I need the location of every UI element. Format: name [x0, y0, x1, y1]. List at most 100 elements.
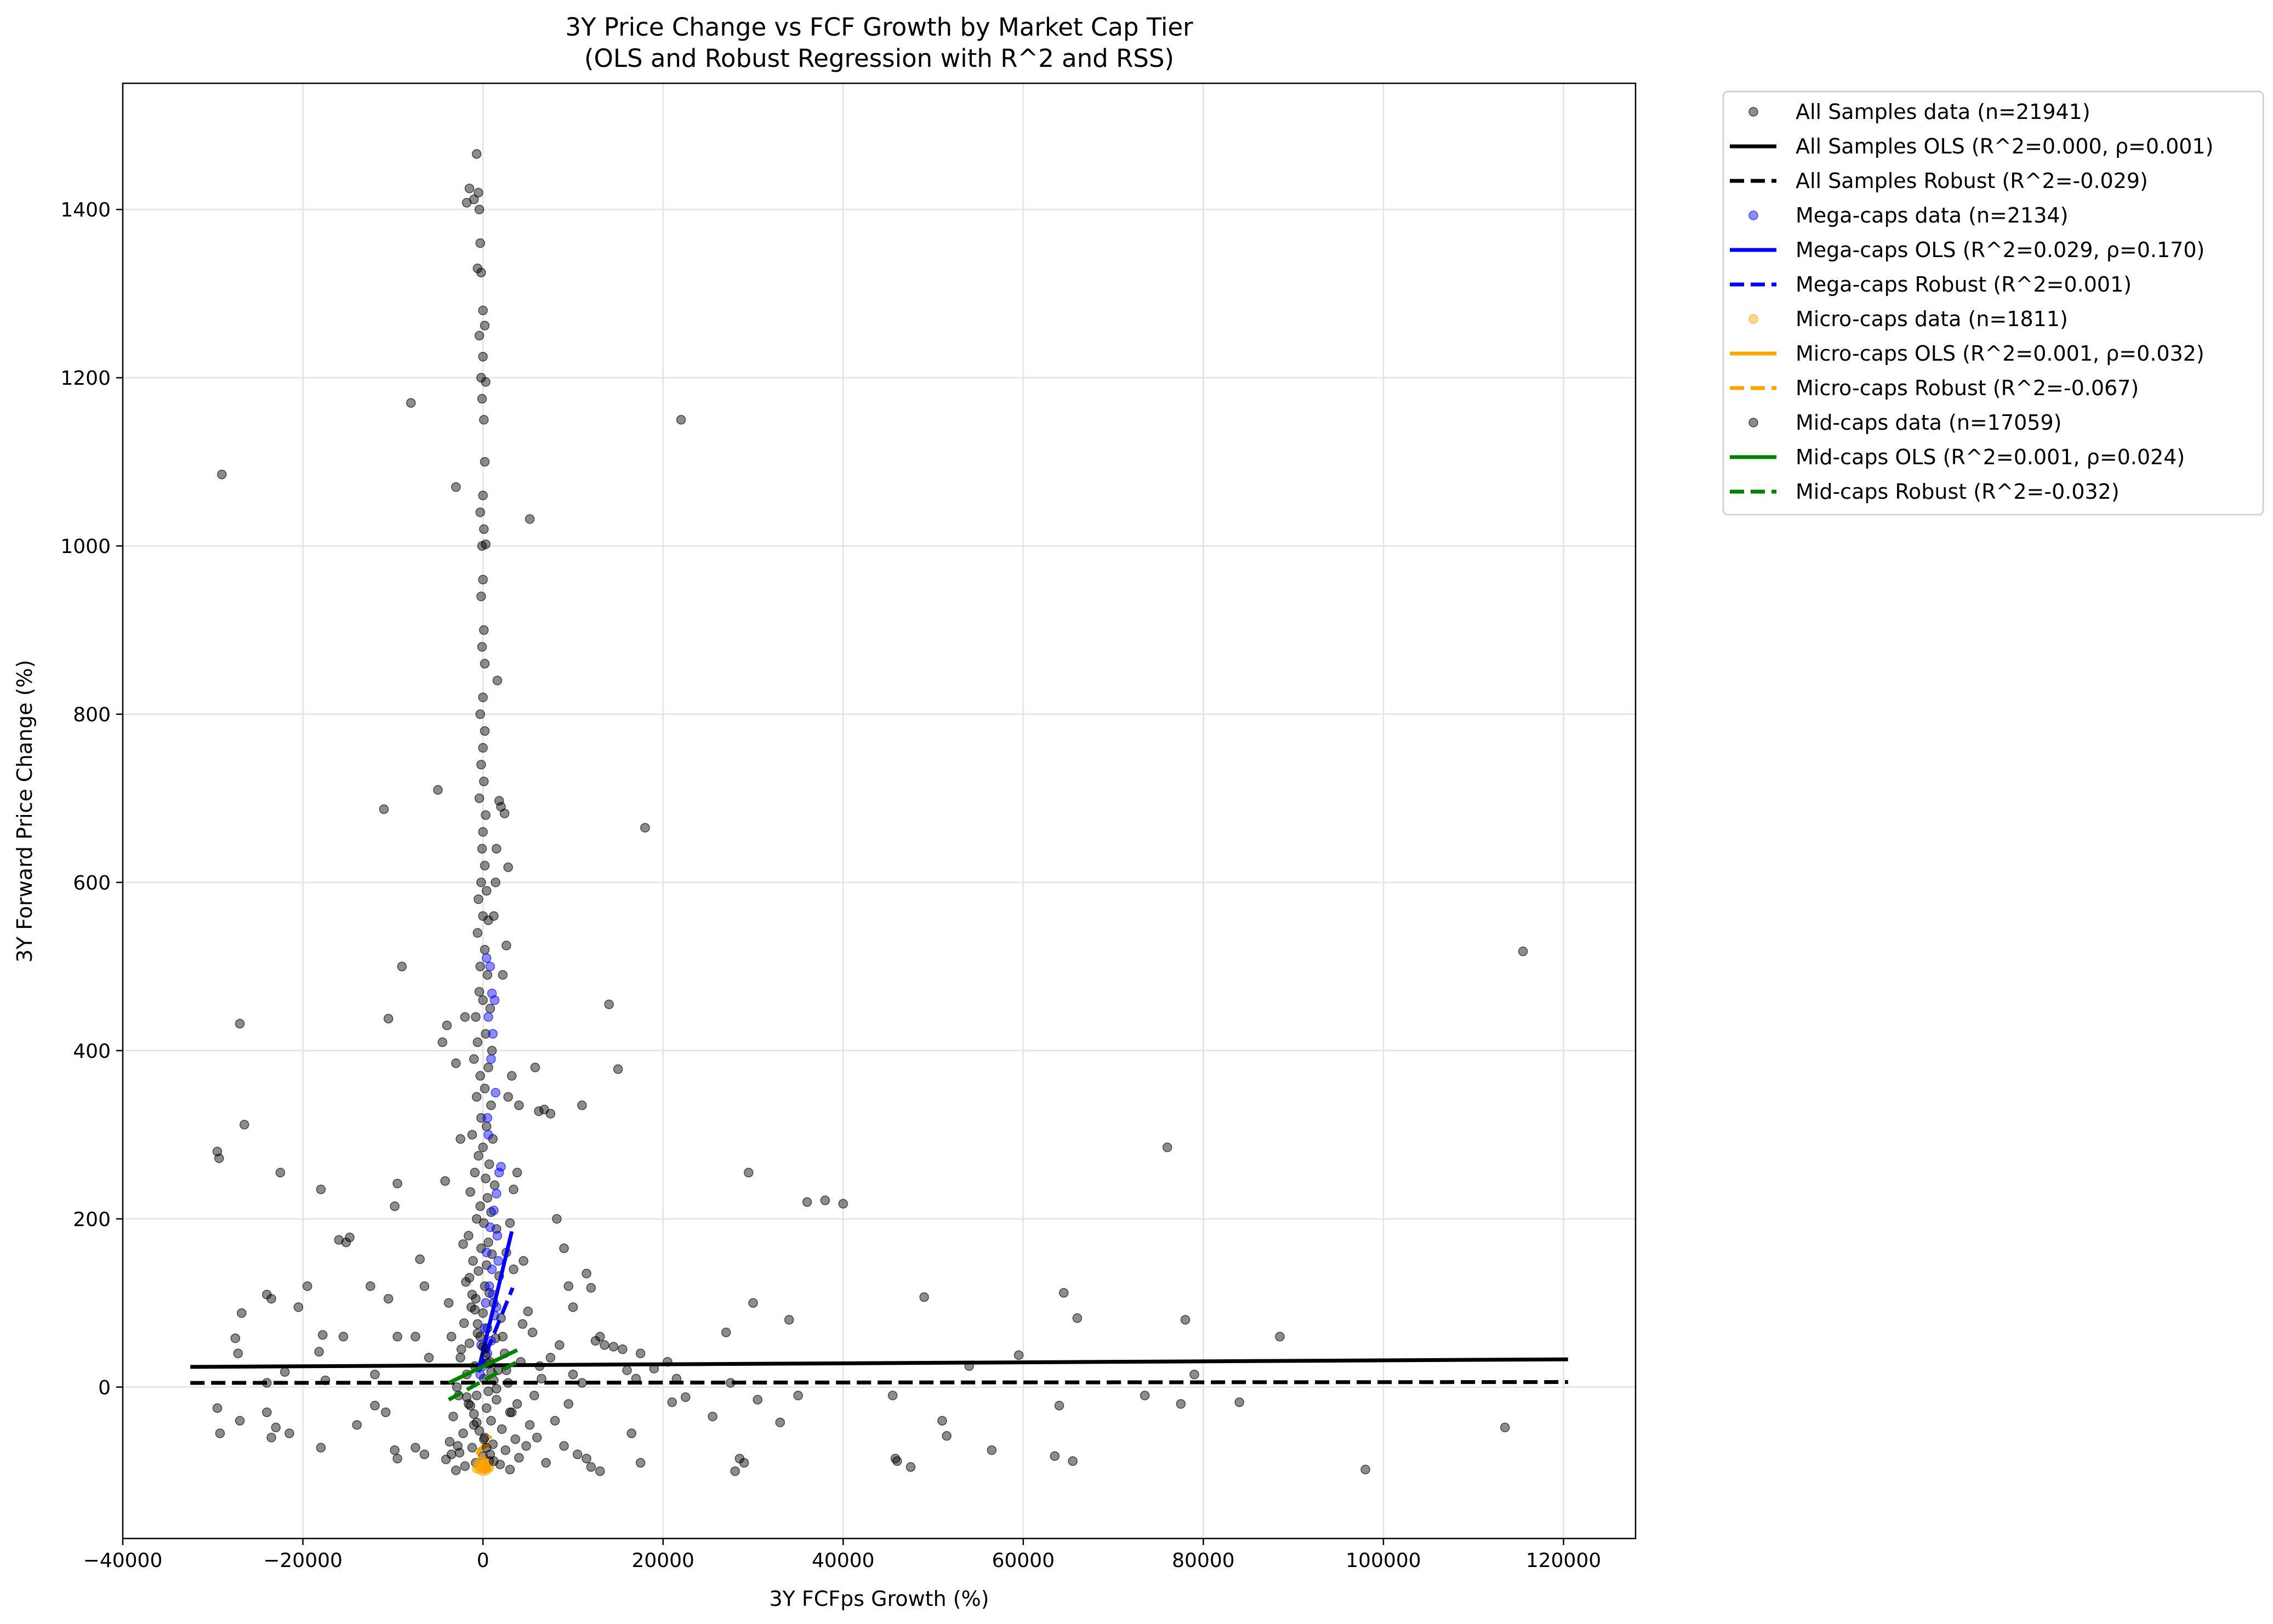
scatter-point	[572, 1449, 583, 1460]
scatter-point	[240, 1120, 249, 1130]
legend-label: Mid-caps Robust (R^2=-0.032)	[1796, 480, 2120, 504]
legend-entry: All Samples OLS (R^2=0.000, ρ=0.001)	[1730, 134, 2213, 158]
scatter-point	[471, 1463, 482, 1474]
legend-label: All Samples data (n=21941)	[1796, 100, 2090, 124]
scatter-point	[478, 491, 488, 500]
scatter-point	[608, 1342, 619, 1352]
x-axis-label: 3Y FCFps Growth (%)	[769, 1587, 989, 1611]
x-tick-label: 100000	[1346, 1549, 1421, 1572]
scatter-point	[1162, 1142, 1172, 1153]
legend-entry: Mega-caps data (n=2134)	[1748, 203, 2068, 227]
legend-label: Mid-caps data (n=17059)	[1796, 411, 2061, 435]
scatter-point	[604, 999, 614, 1010]
scatter-point	[499, 808, 510, 818]
scatter-point	[474, 987, 485, 997]
y-tick-label: 800	[73, 704, 111, 726]
scatter-point	[474, 204, 485, 214]
scatter-point	[618, 1344, 628, 1354]
scatter-point	[491, 1087, 500, 1098]
scatter-point	[784, 1315, 794, 1325]
legend-entry: Mega-caps Robust (R^2=0.001)	[1730, 272, 2132, 297]
scatter-point	[462, 1392, 472, 1402]
scatter-point	[474, 1150, 483, 1161]
scatter-point	[479, 625, 489, 635]
scatter-point	[392, 1178, 402, 1189]
scatter-point	[477, 844, 487, 854]
scatter-point	[512, 1167, 522, 1178]
scatter-point	[406, 398, 416, 408]
scatter-point	[532, 1433, 542, 1443]
scatter-point	[471, 1092, 482, 1102]
scatter-point	[486, 1100, 496, 1110]
scatter-point	[419, 1449, 430, 1460]
scatter-point	[478, 995, 488, 1005]
scatter-point	[476, 267, 486, 278]
scatter-point	[233, 1348, 243, 1359]
scatter-point	[467, 1443, 477, 1453]
chart-title: 3Y Price Change vs FCF Growth by Market …	[565, 13, 1193, 42]
legend-entry: Micro-caps data (n=1811)	[1748, 307, 2068, 331]
scatter-point	[489, 1456, 499, 1466]
scatter-point	[411, 1443, 420, 1453]
scatter-point	[266, 1433, 276, 1443]
scatter-point	[475, 961, 485, 972]
scatter-point	[392, 1331, 402, 1342]
scatter-point	[987, 1445, 997, 1455]
scatter-point	[514, 1452, 524, 1463]
scatter-point	[334, 1235, 344, 1245]
x-tick-label: 0	[477, 1549, 489, 1572]
scatter-point	[390, 1445, 400, 1455]
scatter-point	[472, 1037, 483, 1047]
scatter-point	[480, 726, 490, 736]
legend-entry: All Samples Robust (R^2=-0.029)	[1730, 169, 2148, 193]
scatter-point	[1518, 947, 1528, 956]
scatter-point	[568, 1302, 578, 1312]
y-tick-label: 400	[73, 1040, 111, 1063]
scatter-point	[480, 321, 490, 331]
scatter-point	[383, 1293, 394, 1304]
scatter-point	[559, 1243, 569, 1253]
scatter-point	[485, 961, 495, 972]
scatter-point	[1180, 1315, 1190, 1325]
scatter-point	[484, 1159, 494, 1169]
scatter-point	[474, 331, 485, 341]
scatter-point	[470, 1167, 480, 1178]
chart-subtitle: (OLS and Robust Regression with R^2 and …	[584, 44, 1174, 73]
scatter-point	[474, 187, 483, 198]
series-9	[454, 1273, 515, 1466]
scatter-point	[481, 886, 492, 896]
scatter-point	[595, 1331, 605, 1342]
scatter-point	[451, 482, 461, 492]
scatter-point	[479, 1434, 489, 1444]
scatter-point	[555, 1340, 565, 1350]
legend-label: Micro-caps Robust (R^2=-0.067)	[1796, 376, 2139, 400]
scatter-point	[481, 539, 491, 549]
scatter-point	[744, 1167, 754, 1178]
scatter-point	[392, 1454, 402, 1463]
scatter-point	[667, 1397, 677, 1408]
scatter-point	[489, 1180, 500, 1190]
scatter-point	[545, 1109, 556, 1119]
legend-label: Micro-caps OLS (R^2=0.001, ρ=0.032)	[1796, 341, 2204, 366]
scatter-point	[494, 796, 504, 806]
scatter-point	[1050, 1451, 1060, 1461]
series-10	[448, 1348, 519, 1385]
legend-entry: Mid-caps Robust (R^2=-0.032)	[1730, 480, 2120, 504]
scatter-point	[478, 1142, 488, 1153]
scatter-point	[370, 1369, 380, 1380]
plot-frame	[122, 82, 1637, 1540]
scatter-point	[681, 1392, 691, 1402]
scatter-point	[586, 1462, 596, 1472]
scatter-point	[486, 1207, 496, 1217]
legend-box	[1722, 90, 2264, 516]
scatter-point	[419, 1281, 430, 1291]
scatter-point	[471, 149, 482, 159]
scatter-point	[635, 1348, 646, 1359]
series-8	[475, 1434, 493, 1456]
scatter-point	[1013, 1350, 1024, 1360]
scatter-point	[442, 1021, 452, 1030]
scatter-point	[471, 1417, 482, 1427]
legend-label: All Samples OLS (R^2=0.000, ρ=0.001)	[1796, 134, 2213, 158]
regression-line	[476, 1287, 515, 1373]
legend-entry: Micro-caps OLS (R^2=0.001, ρ=0.032)	[1730, 341, 2204, 366]
